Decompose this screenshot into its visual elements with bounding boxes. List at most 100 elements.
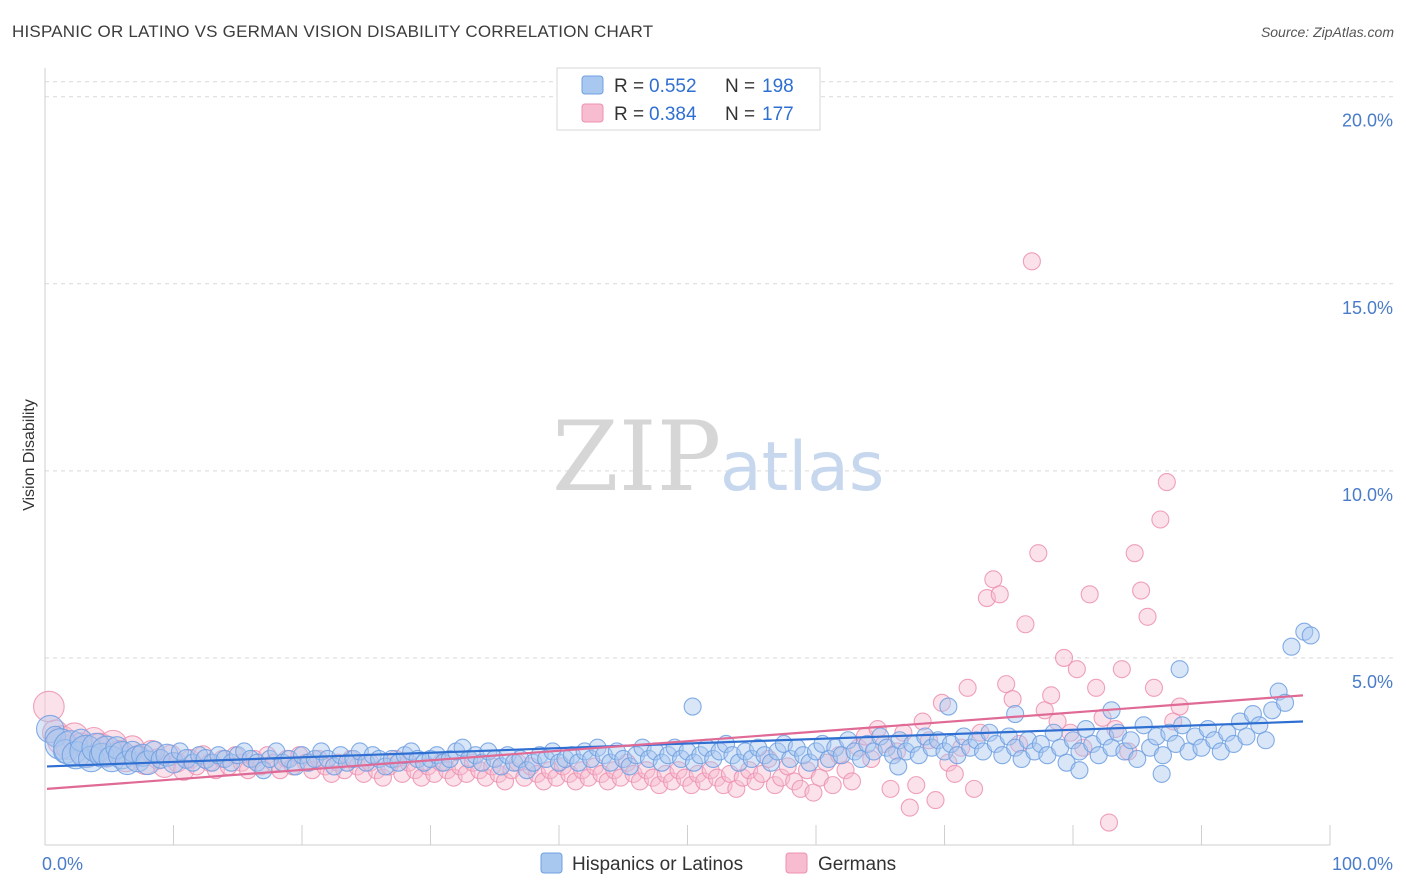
germans-point [984,570,1003,589]
legend-bottom-swatch-pink [785,852,808,874]
hispanics-point [1006,704,1025,724]
germans-point [669,761,688,780]
y-axis-label: Vision Disability [21,399,38,511]
hispanics-point [1031,734,1050,754]
hispanics-point [749,738,768,757]
germans-point [1132,581,1151,600]
legend-bottom-label-germans: Germans [818,854,896,875]
hispanics-point [839,731,858,750]
legend-bottom-label-hispanics: Hispanics or Latinos [572,854,743,875]
germans-point [1099,813,1119,832]
germans-point [965,779,984,798]
watermark-zip: ZIP [552,401,721,513]
y-tick-labels: 5.0% 10.0% 15.0% 20.0% [1342,111,1393,692]
germans-point [836,761,855,780]
germans-point [785,772,804,791]
hispanics-point [1044,723,1063,742]
germans-point [997,675,1016,694]
y-tick-label: 20.0% [1342,111,1393,131]
hispanics-point [1282,637,1301,656]
hispanics-point [684,753,703,772]
legend-bottom-swatch-blue [540,852,563,874]
watermark-atlas: atlas [720,428,884,507]
legend-n-label-1: N = [725,76,755,97]
hispanics-point [800,753,819,772]
germans-point [1067,660,1086,679]
x-tick-label-max: 100.0% [1332,854,1393,874]
hispanics-point [517,761,536,780]
germans-point [907,776,926,795]
y-tick-label: 5.0% [1352,672,1393,692]
hispanics-point [1152,764,1171,783]
hispanics-point [1063,731,1083,750]
germans-point [958,678,977,697]
germans-point [913,712,932,731]
y-tick-label: 15.0% [1342,298,1393,318]
germans-point [1080,585,1099,604]
legend-r-label-2: R = [614,104,644,125]
germans-point [900,798,919,817]
hispanics-point [889,757,908,776]
legend-r-value-2: 0.384 [649,104,697,125]
hispanics-point [402,742,421,761]
legend-r-label-1: R = [614,76,644,97]
germans-point [823,776,842,795]
hispanics-point [1134,716,1153,735]
germans-point [881,779,900,798]
hispanics-point [183,753,202,772]
chart-title: HISPANIC OR LATINO VS GERMAN VISION DISA… [12,22,654,41]
legend-swatch-pink [581,103,604,123]
germans-point [1112,660,1131,679]
hispanics-point [1128,749,1147,768]
germans-point [926,791,945,810]
germans-point [862,749,881,768]
hispanics-point [620,757,639,776]
germans-point [1054,648,1074,667]
hispanics-point [1301,626,1320,645]
hispanics-point [761,753,781,772]
germans-point [495,772,515,791]
germans-trend-line [46,694,1304,790]
legend-r-value-1: 0.552 [649,76,697,97]
hispanics-point [44,725,67,748]
germans-point [939,753,958,772]
germans-point [701,761,720,780]
germans-point [765,776,784,795]
hispanics-point [1121,731,1140,750]
germans-point [1016,615,1035,634]
hispanics-point [44,728,77,760]
legend-bottom: Hispanics or Latinos Germans [540,852,896,875]
y-tick-label: 10.0% [1342,485,1393,505]
hispanics-point [1070,761,1089,780]
germans-point [1029,544,1048,563]
hispanics-point [222,753,241,772]
hispanics-point [716,734,736,754]
hispanics-point [1275,693,1295,712]
hispanics-point [1170,660,1189,679]
germans-point [1138,607,1157,626]
hispanics-point [131,743,155,767]
germans-point [1144,678,1164,697]
legend-swatch-blue [581,75,604,95]
legend-n-value-2: 177 [762,104,794,125]
germans-point [1170,697,1189,716]
hispanics-point [1153,746,1172,765]
legend-n-label-2: N = [725,104,755,125]
hispanics-trend-line [46,720,1304,768]
germans-point [1087,678,1106,697]
germans-point [1157,473,1176,492]
germans-point [746,772,765,791]
hispanics-points [35,622,1320,783]
germans-point [804,783,823,802]
germans-point [945,764,964,783]
germans-point [373,768,393,787]
hispanics-point [1250,716,1269,735]
hispanics-point [305,749,324,768]
hispanics-point [254,761,273,780]
x-tick-label-min: 0.0% [42,854,83,874]
legend-top: R = 0.552 N = 198 R = 0.384 N = 177 [556,67,821,131]
hispanics-point [1256,731,1275,750]
hispanics-point [704,749,723,768]
hispanics-point [683,697,702,716]
